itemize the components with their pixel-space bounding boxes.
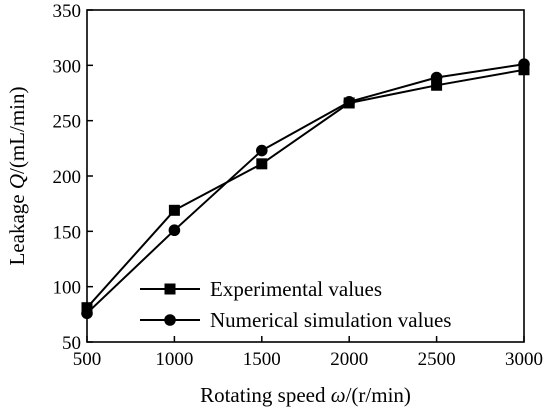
y-axis-label-prefix: Leakage [5,189,29,265]
legend-background [135,272,521,336]
x-axis-label: Rotating speed ω/(r/min) [200,383,411,407]
y-tick-label: 100 [53,278,82,299]
data-point-simulation [255,144,268,157]
y-tick-label: 250 [53,112,82,133]
legend-marker-square [164,283,176,295]
legend-marker-circle [164,314,176,326]
data-point-simulation [343,96,356,108]
data-point-experimental [431,79,443,91]
x-tick-label: 3000 [505,349,543,370]
x-tick-label: 2000 [330,349,368,370]
data-point-experimental [256,158,268,170]
data-point-simulation [81,307,93,320]
y-axis-label: Leakage Q/(mL/min) [5,86,29,265]
legend: Experimental values Numerical simulation… [135,272,521,336]
data-point-simulation [518,58,530,71]
x-axis-label-suffix: /(r/min) [346,383,411,407]
data-point-simulation [168,224,181,237]
y-tick-label: 50 [62,333,81,354]
legend-label-experimental: Experimental values [210,277,382,301]
y-tick-label: 300 [53,56,82,77]
legend-label-simulation: Numerical simulation values [210,308,451,332]
x-axis-ticks: 500 1000 1500 2000 2500 3000 [73,336,543,370]
y-axis-ticks: 50 100 150 200 250 300 350 [53,1,93,354]
y-axis-label-suffix: /(mL/min) [5,86,29,174]
y-tick-label: 350 [53,1,82,22]
series-layer [81,58,530,320]
x-tick-label: 500 [73,349,102,370]
y-axis-label-symbol: Q [5,174,29,189]
data-point-simulation [430,71,443,84]
data-point-experimental [168,204,180,216]
y-tick-label: 150 [53,222,82,243]
x-tick-label: 1500 [243,349,281,370]
x-tick-label: 2500 [418,349,456,370]
x-axis-label-symbol: ω [331,383,346,407]
y-tick-label: 200 [53,167,82,188]
series-line-simulation [86,63,525,314]
x-axis-label-prefix: Rotating speed [200,383,331,407]
series-line-experimental [86,68,525,309]
x-tick-label: 1000 [155,349,193,370]
